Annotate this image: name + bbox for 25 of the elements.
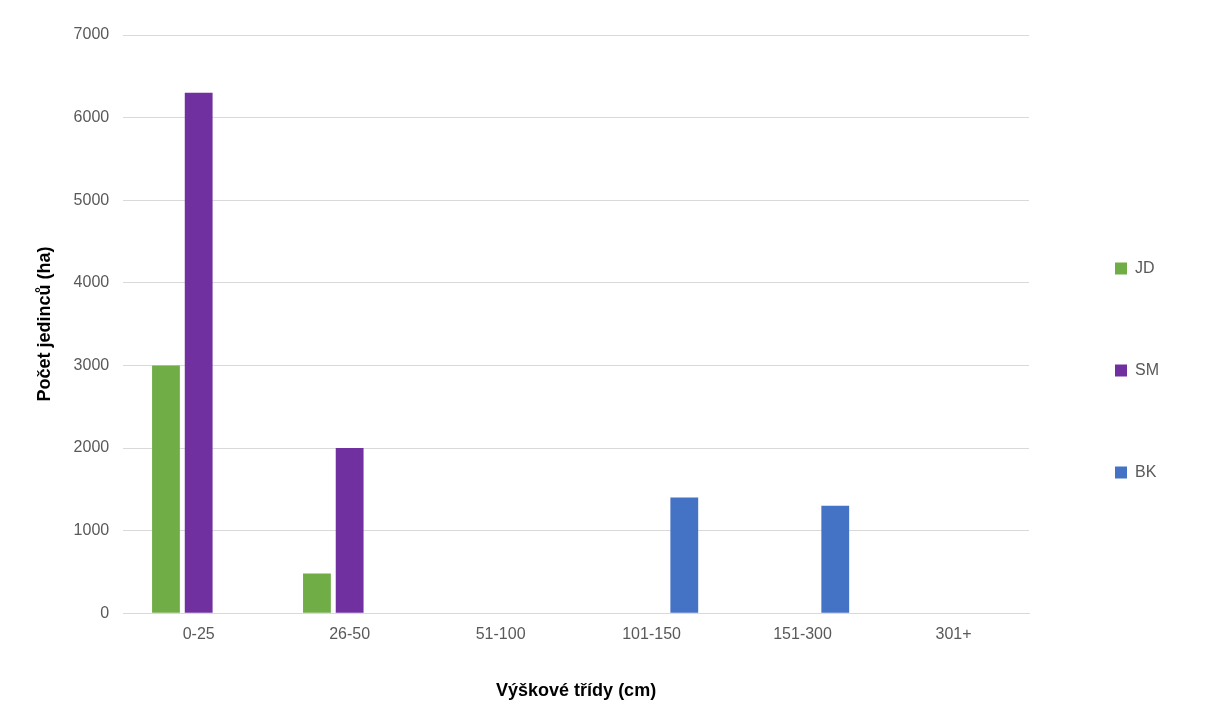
y-tick-label: 3000 <box>73 355 110 373</box>
x-tick-label: 26-50 <box>329 625 371 643</box>
bar <box>670 497 699 613</box>
y-tick-label: 2000 <box>73 438 110 456</box>
y-tick-label: 1000 <box>73 521 110 539</box>
bar <box>821 505 850 613</box>
x-tick-label: 0-25 <box>182 625 215 643</box>
y-tick-label: 6000 <box>73 108 110 126</box>
y-axis-title: Počet jedinců (ha) <box>33 246 54 402</box>
legend-label: BK <box>1135 462 1157 480</box>
bar <box>303 573 331 613</box>
x-tick-label: 101-150 <box>622 625 682 643</box>
y-tick-label: 5000 <box>73 190 110 208</box>
bar <box>184 92 213 613</box>
y-tick-label: 4000 <box>73 273 110 291</box>
x-tick-label: 301+ <box>935 625 972 643</box>
bar <box>152 365 180 613</box>
x-axis-title: Výškové třídy (cm) <box>496 680 657 701</box>
y-tick-label: 7000 <box>73 25 110 43</box>
legend-label: SM <box>1135 360 1159 378</box>
y-tick-label: 0 <box>100 603 110 621</box>
x-tick-label: 151-300 <box>773 625 833 643</box>
x-tick-label: 51-100 <box>475 625 526 643</box>
legend-label: JD <box>1135 258 1155 276</box>
bar <box>335 448 364 613</box>
